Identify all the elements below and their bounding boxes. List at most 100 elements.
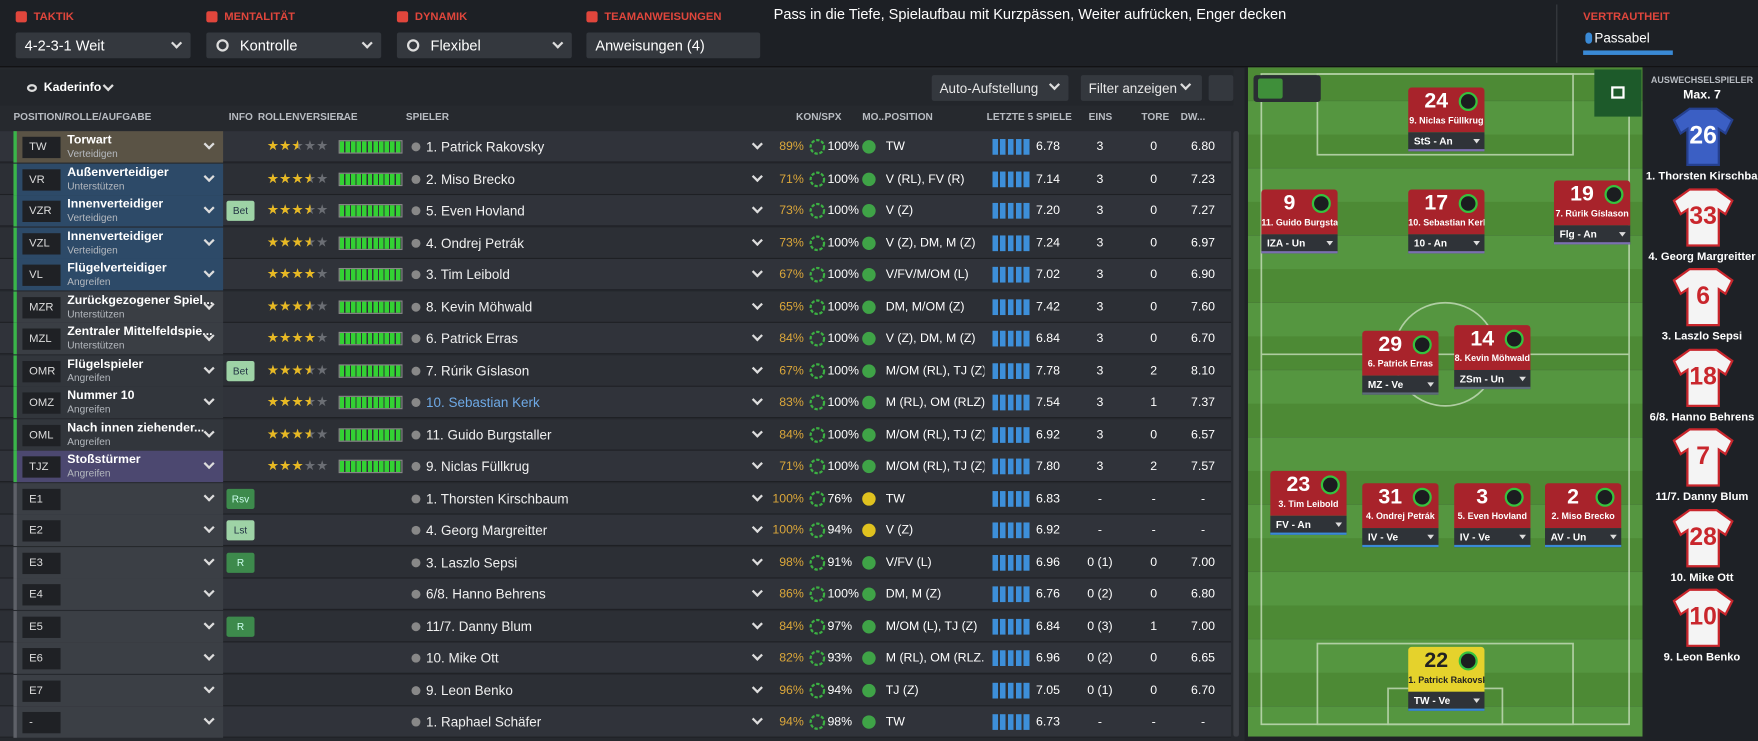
player-name[interactable]: 6/8. Hanno Behrens [426,586,546,603]
average-rating: 6.57 [1191,427,1216,442]
player-name[interactable]: 10. Sebastian Kerk [426,394,540,411]
goals: 2 [1150,363,1158,378]
position-box: MZL [22,328,61,350]
player-name[interactable]: 6. Patrick Erras [426,330,519,347]
form-bars [992,650,1031,666]
shirt-number: 22 [1424,649,1449,673]
card-name: 6. Patrick Erras [1367,358,1434,369]
role-dropdown[interactable]: IV - Ve [1454,528,1531,548]
column-header[interactable]: POSITION [884,110,933,123]
player-name[interactable]: 1. Raphael Schäfer [426,714,542,730]
role-duty: Angreifen [67,403,111,415]
tactic-dropdown[interactable]: Flexibel [396,32,572,59]
morale-icon [862,651,876,665]
tactic-dropdown[interactable]: 4-2-3-1 Weit [15,32,191,59]
role-dropdown[interactable]: TW - Ve [1408,691,1485,711]
shirt-number: 17 [1424,191,1449,216]
position-box: E5 [22,616,61,638]
match-sharpness: 76% [827,491,853,506]
role-dropdown[interactable]: FV - An [1270,515,1347,535]
column-header[interactable]: SPIELER [405,110,450,123]
sub-name[interactable]: 3. Laszlo Sepsi [1661,330,1743,344]
column-header[interactable]: MO... [862,110,887,123]
player-name[interactable]: 9. Leon Benko [426,682,513,698]
player-name[interactable]: 9. Niclas Füllkrug [426,458,530,475]
player-name[interactable]: 11/7. Danny Blum [426,618,533,635]
auto-button[interactable]: Auto-Aufstellung [931,75,1069,101]
info-icon [411,493,421,503]
player-name[interactable]: 3. Tim Leibold [426,266,510,283]
familiarity-icon [1585,32,1593,44]
player-name[interactable]: 1. Thorsten Kirschbaum [426,490,569,507]
info-icon [411,717,421,727]
card-name: 8. Kevin Möhwald [1454,353,1530,364]
column-header[interactable]: ROLLENVERSIE... [257,110,345,123]
filter-button[interactable]: Filter anzeigen [1080,75,1202,101]
role-dropdown[interactable]: MZ - Ve [1362,375,1439,395]
column-header[interactable]: EINS [1088,110,1113,123]
sub-number: 33 [1689,201,1717,230]
info-icon [411,270,421,280]
view-selector[interactable]: Kaderinfo [43,80,102,95]
condition: 65% [779,299,804,314]
role-fit-bar [338,204,403,218]
sub-name[interactable]: 1. Thorsten Kirschbaum [1645,170,1758,183]
player-name[interactable]: 10. Mike Ott [426,650,499,666]
condition-badge [1595,487,1615,507]
column-header[interactable]: KON/SPX [796,110,842,123]
sub-shirt [1672,348,1734,407]
role-dropdown[interactable]: StS - An [1408,132,1485,152]
column-header[interactable]: INFO [228,110,253,123]
column-header[interactable]: RAE [336,110,358,123]
morale-icon [862,236,876,250]
goals: 0 [1150,236,1158,250]
info-icon [411,174,421,184]
role-dropdown[interactable]: AV - Un [1545,528,1622,548]
condition: 71% [779,459,804,474]
sub-name[interactable]: 10. Mike Ott [1670,571,1734,584]
player-name[interactable]: 1. Patrick Rakovsky [426,139,545,155]
pitch-view-button[interactable] [1257,78,1283,99]
sub-number: 26 [1689,121,1717,150]
player-name[interactable]: 3. Laszlo Sepsi [426,554,518,571]
condition-badge [1311,193,1331,214]
sub-name[interactable]: 4. Georg Margreitter [1648,250,1756,263]
role-dropdown[interactable]: ZSm - Un [1454,369,1531,390]
player-name[interactable]: 7. Rúrik Gíslason [426,362,530,379]
sub-name[interactable]: 9. Leon Benko [1663,651,1741,664]
scrollbar[interactable] [1233,131,1239,737]
player-name[interactable]: 4. Georg Margreitter [426,522,548,539]
sub-name[interactable]: 11/7. Danny Blum [1655,491,1749,504]
player-name[interactable]: 5. Even Hovland [426,202,525,219]
player-name[interactable]: 2. Miso Brecko [426,170,516,187]
position-box: - [22,711,61,734]
player-name[interactable]: 4. Ondrej Petrák [426,234,525,251]
sub-shirt [1672,187,1734,247]
expand-button[interactable] [1594,69,1642,117]
avg-rating: 7.78 [1035,363,1061,378]
condition-ring [809,586,826,603]
player-name[interactable]: 11. Guido Burgstaller [426,426,552,443]
goals: 2 [1150,459,1158,474]
role-dropdown[interactable]: IZA - Un [1261,234,1338,254]
condition-ring [809,202,826,219]
tactic-dropdown[interactable]: Anweisungen (4) [586,32,761,59]
card-name: 4. Ondrej Petrák [1365,511,1435,522]
role-dropdown[interactable]: IV - Ve [1362,528,1439,548]
column-header[interactable]: DW... [1180,110,1206,123]
form-bars [992,490,1031,507]
card-name: 7. Rúrik Gíslason [1555,208,1629,219]
role-duty: Unterstützen [67,179,125,192]
lock-button[interactable] [1208,75,1234,101]
column-header[interactable]: TORE [1141,110,1170,123]
role-dropdown[interactable]: Flg - An [1553,225,1631,245]
natural-position: M (RL), OM (RLZ) [885,395,985,410]
sub-name[interactable]: 6/8. Hanno Behrens [1649,410,1755,424]
tactic-dropdown[interactable]: Kontrolle [206,32,382,59]
player-name[interactable]: 8. Kevin Möhwald [426,298,533,315]
condition-badge [1320,475,1340,495]
column-header[interactable]: POSITION/ROLLE/AUFGABE [13,110,152,123]
role-dropdown[interactable]: 10 - An [1408,234,1485,254]
column-header[interactable]: LETZTE 5 SPIELE [986,110,1072,123]
natural-position: V (Z) [885,523,914,538]
